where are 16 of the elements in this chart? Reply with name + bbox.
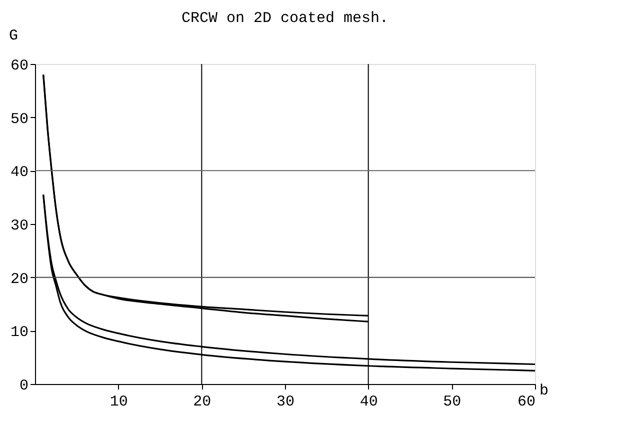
x-axis-title: b (540, 382, 549, 400)
y-tick-label: 20 (10, 270, 28, 288)
x-tick-label: 40 (360, 394, 378, 410)
x-tick-label: 60 (517, 394, 536, 410)
y-tick-label: 0 (19, 378, 28, 394)
chart-title: CRCW on 2D coated mesh. (181, 10, 389, 27)
y-tick-label: 60 (10, 58, 28, 74)
x-tick-label: 10 (110, 394, 128, 410)
x-tick-label: 50 (443, 394, 462, 410)
y-tick-label: 30 (10, 218, 28, 234)
y-axis-title: G (8, 28, 18, 44)
y-tick-label: 40 (10, 164, 28, 182)
y-tick-label: 50 (10, 110, 28, 128)
y-tick-label: 10 (10, 324, 28, 342)
x-tick-label: 20 (193, 394, 212, 410)
x-tick-label: 30 (276, 394, 295, 410)
